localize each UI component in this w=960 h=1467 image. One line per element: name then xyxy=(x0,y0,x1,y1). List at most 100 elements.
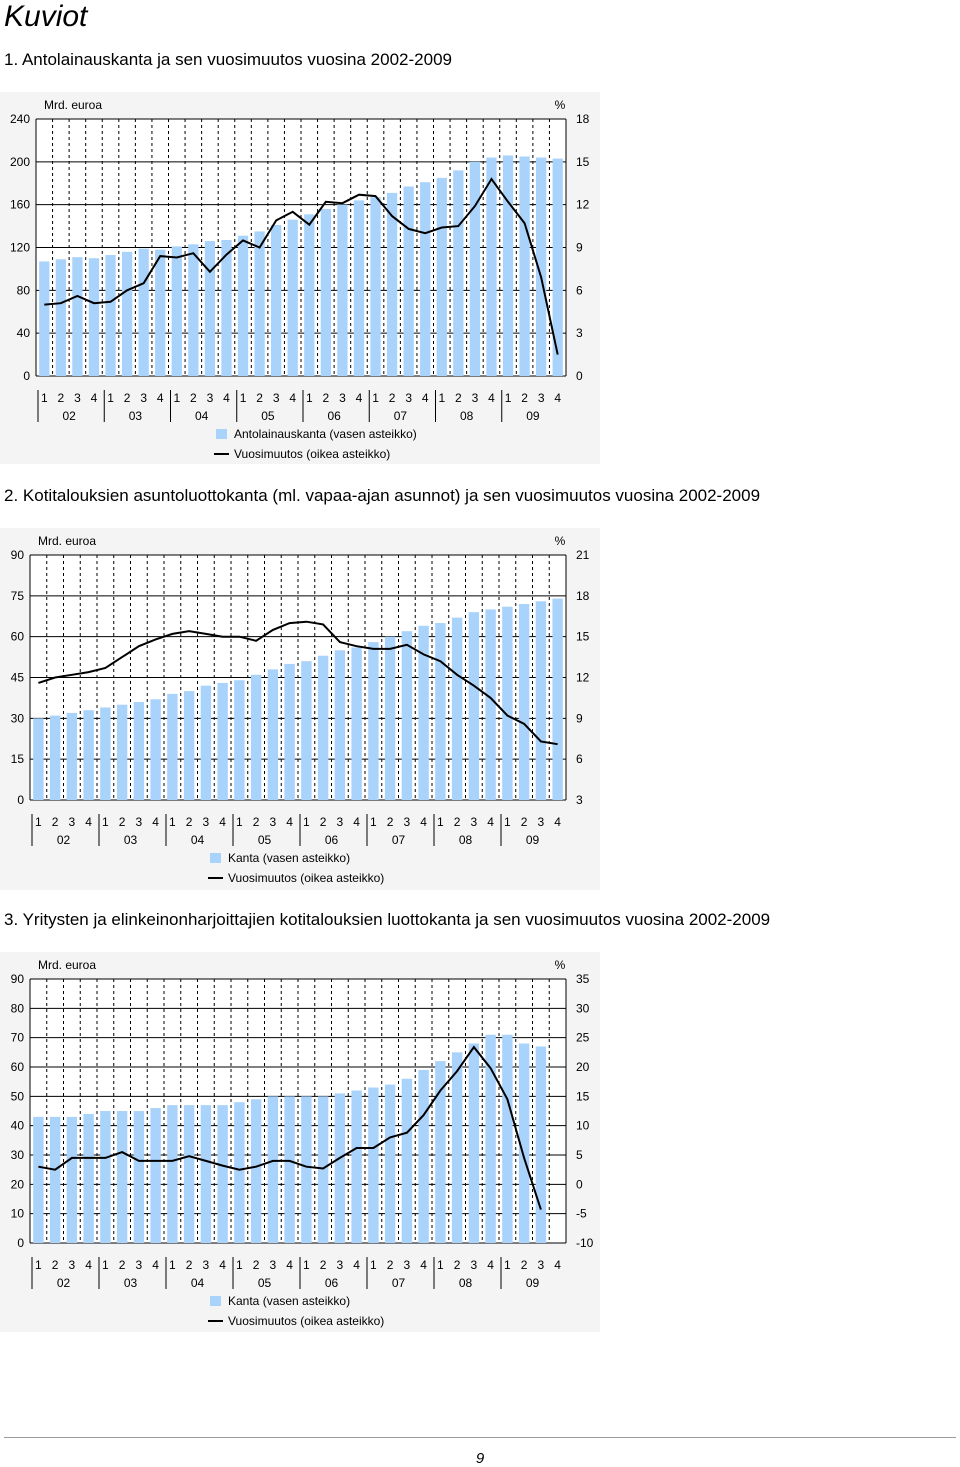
bar xyxy=(301,661,312,800)
quarter-label: 3 xyxy=(136,815,143,829)
quarter-label: 2 xyxy=(253,1258,260,1272)
bar xyxy=(304,214,315,376)
year-label: 09 xyxy=(526,833,540,847)
right-tick-label: 15 xyxy=(576,155,590,169)
year-label: 07 xyxy=(392,833,406,847)
bar xyxy=(133,1111,145,1243)
quarter-label: 1 xyxy=(303,1258,310,1272)
bar xyxy=(204,241,216,376)
right-tick-label: 0 xyxy=(576,369,583,383)
year-label: 02 xyxy=(57,1276,71,1290)
left-tick-label: 40 xyxy=(17,326,31,340)
bar xyxy=(188,244,199,376)
quarter-label: 4 xyxy=(157,391,164,405)
bar xyxy=(384,1084,396,1243)
right-tick-label: 30 xyxy=(576,1001,590,1015)
quarter-label: 4 xyxy=(488,391,495,405)
bar xyxy=(418,625,429,800)
bar xyxy=(401,1078,413,1243)
bar xyxy=(370,197,381,376)
quarter-label: 4 xyxy=(554,391,561,405)
bar xyxy=(334,650,346,800)
bar xyxy=(436,177,447,376)
bar xyxy=(486,157,497,376)
bar xyxy=(267,669,279,800)
quarter-label: 4 xyxy=(353,815,360,829)
year-label: 08 xyxy=(460,409,474,423)
bar xyxy=(221,240,232,376)
left-axis-unit: Mrd. euroa xyxy=(38,534,96,548)
bar xyxy=(334,1093,346,1243)
quarter-label: 2 xyxy=(454,815,461,829)
quarter-label: 1 xyxy=(505,391,512,405)
quarter-label: 1 xyxy=(173,391,180,405)
left-tick-label: 240 xyxy=(10,112,30,126)
quarter-label: 1 xyxy=(437,1258,444,1272)
quarter-label: 3 xyxy=(207,391,214,405)
year-label: 09 xyxy=(526,409,540,423)
quarter-label: 2 xyxy=(119,1258,126,1272)
bar xyxy=(502,606,513,800)
quarter-label: 3 xyxy=(273,391,280,405)
legend-bar-label: Kanta (vasen asteikko) xyxy=(228,851,350,865)
left-tick-label: 20 xyxy=(11,1177,25,1191)
quarter-label: 3 xyxy=(538,391,545,405)
left-tick-label: 40 xyxy=(11,1119,25,1133)
bar xyxy=(234,680,245,800)
quarter-label: 4 xyxy=(420,815,427,829)
right-tick-label: 6 xyxy=(576,283,583,297)
quarter-label: 4 xyxy=(422,391,429,405)
bar xyxy=(271,225,282,376)
left-tick-label: 75 xyxy=(11,589,25,603)
year-label: 08 xyxy=(459,1276,473,1290)
bar xyxy=(121,251,133,376)
quarter-label: 2 xyxy=(320,815,327,829)
right-tick-label: 21 xyxy=(576,548,590,562)
year-label: 05 xyxy=(261,409,275,423)
right-tick-label: 9 xyxy=(576,241,583,255)
quarter-label: 4 xyxy=(487,1258,494,1272)
quarter-label: 1 xyxy=(107,391,114,405)
bar xyxy=(351,647,362,800)
left-tick-label: 15 xyxy=(11,752,25,766)
quarter-label: 2 xyxy=(253,815,260,829)
bar xyxy=(183,1105,195,1243)
bar xyxy=(167,693,178,800)
left-tick-label: 90 xyxy=(11,972,25,986)
bar xyxy=(485,1034,496,1243)
bar xyxy=(518,1043,530,1243)
bar xyxy=(250,1099,262,1243)
quarter-label: 2 xyxy=(52,1258,59,1272)
bar xyxy=(368,1087,379,1243)
quarter-label: 3 xyxy=(140,391,147,405)
bar xyxy=(468,1043,480,1243)
right-tick-label: 12 xyxy=(576,198,590,212)
bar xyxy=(217,682,228,800)
bar xyxy=(351,1090,362,1243)
right-tick-label: 18 xyxy=(576,112,590,126)
year-label: 05 xyxy=(258,833,272,847)
right-tick-label: -5 xyxy=(576,1207,587,1221)
quarter-label: 4 xyxy=(91,391,98,405)
bar xyxy=(116,704,128,800)
bar xyxy=(100,707,111,800)
quarter-label: 1 xyxy=(35,1258,42,1272)
bar xyxy=(72,257,83,376)
bar xyxy=(234,1102,245,1243)
bar xyxy=(469,161,481,376)
year-label: 08 xyxy=(459,833,473,847)
bar xyxy=(133,702,145,800)
quarter-label: 2 xyxy=(52,815,59,829)
bar xyxy=(386,192,398,376)
year-label: 03 xyxy=(129,409,143,423)
quarter-label: 3 xyxy=(270,1258,277,1272)
left-tick-label: 30 xyxy=(11,711,25,725)
quarter-label: 2 xyxy=(58,391,65,405)
left-tick-label: 45 xyxy=(11,671,25,685)
right-tick-label: -10 xyxy=(576,1236,594,1250)
quarter-label: 3 xyxy=(405,391,412,405)
bar xyxy=(83,1113,94,1243)
legend-bar-label: Antolainauskanta (vasen asteikko) xyxy=(234,427,417,441)
quarter-label: 1 xyxy=(102,1258,109,1272)
